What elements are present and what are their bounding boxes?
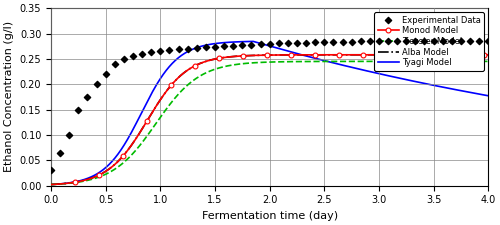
Experimental Data: [111, 62, 119, 66]
Experimental Data: [202, 45, 210, 49]
Experimental Data: [248, 43, 256, 46]
Alba Model: [389, 54, 395, 56]
Tiessier Model: [348, 60, 354, 63]
Experimental Data: [375, 39, 383, 43]
Tyagi Model: [225, 41, 231, 44]
Line: Monod Model: Monod Model: [48, 52, 490, 187]
Experimental Data: [438, 39, 446, 43]
Tyagi Model: [92, 173, 98, 176]
Experimental Data: [356, 39, 364, 43]
Experimental Data: [66, 133, 74, 137]
Tyagi Model: [348, 66, 354, 69]
Experimental Data: [166, 48, 173, 52]
Tyagi Model: [48, 183, 54, 186]
Experimental Data: [92, 82, 100, 86]
Monod Model: [225, 56, 231, 58]
Monod Model: [92, 175, 98, 178]
Experimental Data: [393, 39, 401, 43]
Experimental Data: [102, 72, 110, 76]
Tiessier Model: [485, 60, 491, 63]
Tiessier Model: [389, 60, 395, 63]
Experimental Data: [457, 39, 465, 43]
Tyagi Model: [398, 77, 404, 80]
Monod Model: [48, 183, 54, 186]
Experimental Data: [384, 39, 392, 43]
Experimental Data: [120, 57, 128, 61]
Tiessier Model: [240, 62, 246, 65]
Experimental Data: [311, 40, 319, 44]
Experimental Data: [184, 47, 192, 51]
Experimental Data: [348, 40, 356, 43]
Tyagi Model: [240, 40, 246, 43]
Monod Model: [397, 54, 403, 56]
Experimental Data: [420, 39, 428, 43]
Experimental Data: [402, 39, 410, 43]
Tiessier Model: [397, 60, 403, 63]
Experimental Data: [338, 40, 346, 43]
Monod Model: [389, 54, 395, 56]
Experimental Data: [330, 40, 338, 43]
Experimental Data: [274, 41, 282, 45]
Tyagi Model: [250, 40, 256, 43]
Experimental Data: [174, 47, 182, 51]
Experimental Data: [229, 44, 237, 47]
Experimental Data: [138, 52, 146, 56]
Alba Model: [348, 54, 354, 56]
Experimental Data: [266, 42, 274, 45]
X-axis label: Fermentation time (day): Fermentation time (day): [202, 211, 338, 221]
Experimental Data: [47, 169, 55, 172]
Experimental Data: [56, 151, 64, 154]
Monod Model: [240, 54, 246, 57]
Alba Model: [240, 54, 246, 57]
Experimental Data: [302, 41, 310, 44]
Tiessier Model: [48, 183, 54, 186]
Line: Alba Model: Alba Model: [51, 55, 488, 184]
Line: Tyagi Model: Tyagi Model: [51, 41, 488, 184]
Experimental Data: [448, 39, 456, 43]
Experimental Data: [366, 39, 374, 43]
Experimental Data: [430, 39, 438, 43]
Experimental Data: [156, 50, 164, 53]
Experimental Data: [475, 39, 483, 43]
Experimental Data: [484, 39, 492, 43]
Experimental Data: [284, 41, 292, 45]
Experimental Data: [192, 46, 200, 50]
Experimental Data: [211, 45, 219, 48]
Y-axis label: Ethanol Concentration (g/l): Ethanol Concentration (g/l): [4, 21, 14, 172]
Experimental Data: [220, 44, 228, 48]
Experimental Data: [412, 39, 420, 43]
Monod Model: [485, 54, 491, 56]
Experimental Data: [256, 42, 264, 46]
Experimental Data: [293, 41, 301, 44]
Alba Model: [48, 183, 54, 186]
Alba Model: [225, 56, 231, 58]
Experimental Data: [320, 40, 328, 44]
Experimental Data: [84, 95, 92, 99]
Line: Tiessier Model: Tiessier Model: [51, 61, 488, 184]
Tiessier Model: [225, 65, 231, 67]
Legend: Experimental Data, Monod Model, Tiessier Model, Alba Model, Tyagi Model: Experimental Data, Monod Model, Tiessier…: [374, 12, 484, 71]
Alba Model: [92, 175, 98, 178]
Tyagi Model: [485, 94, 491, 97]
Experimental Data: [466, 39, 474, 43]
Monod Model: [348, 54, 354, 56]
Experimental Data: [238, 43, 246, 47]
Tyagi Model: [390, 75, 396, 78]
Tiessier Model: [92, 177, 98, 180]
Alba Model: [485, 54, 491, 56]
Experimental Data: [129, 54, 137, 58]
Alba Model: [397, 54, 403, 56]
Experimental Data: [148, 50, 156, 54]
Experimental Data: [74, 108, 82, 111]
